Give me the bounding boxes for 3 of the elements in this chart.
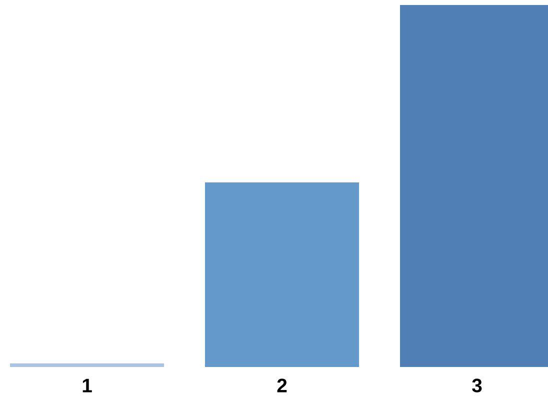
x-tick-label: 2 xyxy=(277,378,287,392)
x-tick-label: 3 xyxy=(472,378,482,392)
x-tick-label: 1 xyxy=(82,378,92,392)
